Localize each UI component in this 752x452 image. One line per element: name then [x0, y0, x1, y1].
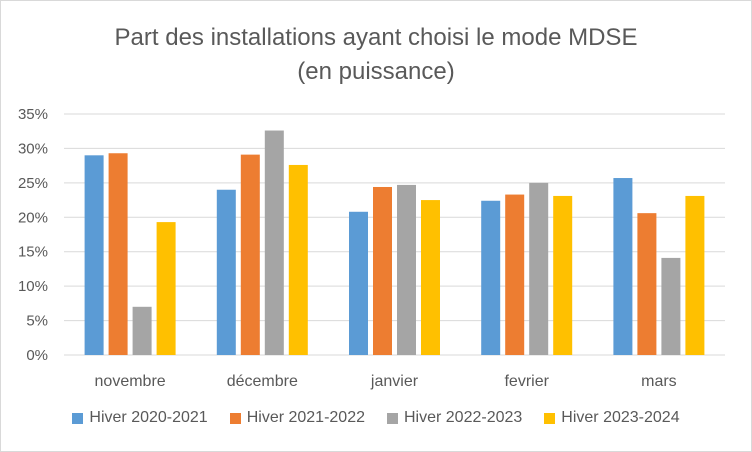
x-category-label: décembre	[227, 373, 298, 390]
chart-title: Part des installations ayant choisi le m…	[1, 21, 751, 89]
y-tick-label: 35%	[18, 106, 48, 123]
bar	[288, 164, 308, 355]
legend-item: Hiver 2021-2022	[229, 409, 365, 427]
x-category-label: janvier	[370, 373, 419, 390]
bar	[505, 194, 525, 355]
bar	[84, 155, 104, 355]
bar	[216, 189, 236, 355]
bar	[661, 257, 681, 355]
legend-item: Hiver 2020-2021	[72, 409, 208, 427]
legend-label: Hiver 2023-2024	[561, 409, 680, 426]
chart-title-line-2: (en puissance)	[297, 58, 455, 85]
x-category-label: novembre	[95, 373, 166, 390]
legend-item: Hiver 2022-2023	[387, 409, 522, 427]
legend-swatch	[387, 412, 398, 424]
bar	[685, 195, 705, 355]
y-tick-label: 20%	[18, 209, 48, 226]
bar	[553, 195, 573, 355]
legend-swatch	[229, 412, 241, 424]
legend-item: Hiver 2023-2024	[544, 409, 680, 427]
x-category-label: mars	[641, 373, 677, 390]
y-tick-label: 25%	[18, 175, 48, 192]
legend-label: Hiver 2022-2023	[404, 409, 523, 426]
y-tick-label: 30%	[18, 140, 48, 157]
bar	[240, 154, 260, 355]
chart-legend: Hiver 2020-2021 Hiver 2021-2022 Hiver 2022…	[1, 409, 751, 427]
bar	[132, 306, 152, 355]
bar	[156, 222, 176, 355]
chart-title-line-1: Part des installations ayant choisi le m…	[114, 24, 638, 51]
bar	[373, 186, 392, 355]
legend-label: Hiver 2020-2021	[89, 409, 208, 426]
bar	[397, 184, 416, 355]
y-tick-label: 0%	[26, 347, 48, 364]
bar	[613, 178, 633, 355]
y-tick-label: 5%	[26, 313, 48, 330]
bar	[637, 213, 657, 355]
bar	[264, 130, 284, 355]
bar	[421, 200, 440, 355]
bar	[481, 200, 501, 355]
y-tick-label: 10%	[18, 278, 48, 295]
bar	[529, 182, 549, 355]
bar	[108, 153, 128, 355]
bar	[349, 211, 368, 355]
legend-swatch	[544, 412, 556, 424]
legend-label: Hiver 2021-2022	[246, 409, 365, 426]
legend-swatch	[72, 412, 84, 424]
y-tick-label: 15%	[18, 244, 48, 261]
x-category-label: fevrier	[504, 373, 549, 390]
